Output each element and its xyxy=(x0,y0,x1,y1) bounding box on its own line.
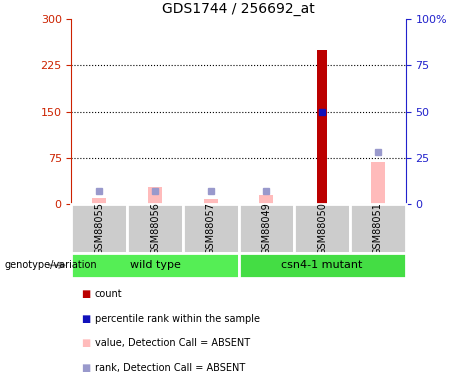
Text: GSM88057: GSM88057 xyxy=(206,202,216,255)
Bar xyxy=(92,198,106,204)
Text: wild type: wild type xyxy=(130,260,180,270)
Bar xyxy=(148,187,162,204)
Bar xyxy=(371,162,385,204)
Bar xyxy=(127,204,183,253)
Text: rank, Detection Call = ABSENT: rank, Detection Call = ABSENT xyxy=(95,363,245,372)
Bar xyxy=(238,204,294,253)
Bar xyxy=(317,50,327,204)
Bar xyxy=(350,204,406,253)
Text: value, Detection Call = ABSENT: value, Detection Call = ABSENT xyxy=(95,338,249,348)
Text: csn4-1 mutant: csn4-1 mutant xyxy=(281,260,363,270)
Text: GSM88049: GSM88049 xyxy=(261,202,272,255)
Text: GSM88056: GSM88056 xyxy=(150,202,160,255)
Bar xyxy=(183,204,238,253)
Text: GSM88050: GSM88050 xyxy=(317,202,327,255)
Text: count: count xyxy=(95,290,122,299)
Bar xyxy=(71,204,127,253)
Text: GSM88051: GSM88051 xyxy=(373,202,383,255)
Text: ■: ■ xyxy=(81,363,90,372)
Text: GSM88055: GSM88055 xyxy=(95,202,104,255)
Bar xyxy=(204,200,218,204)
Text: percentile rank within the sample: percentile rank within the sample xyxy=(95,314,260,324)
Bar xyxy=(294,204,350,253)
Text: ■: ■ xyxy=(81,290,90,299)
Text: genotype/variation: genotype/variation xyxy=(5,260,97,270)
Text: ■: ■ xyxy=(81,338,90,348)
Bar xyxy=(71,253,239,278)
Bar xyxy=(260,195,273,204)
Title: GDS1744 / 256692_at: GDS1744 / 256692_at xyxy=(162,2,315,16)
Bar xyxy=(238,253,406,278)
Text: ■: ■ xyxy=(81,314,90,324)
